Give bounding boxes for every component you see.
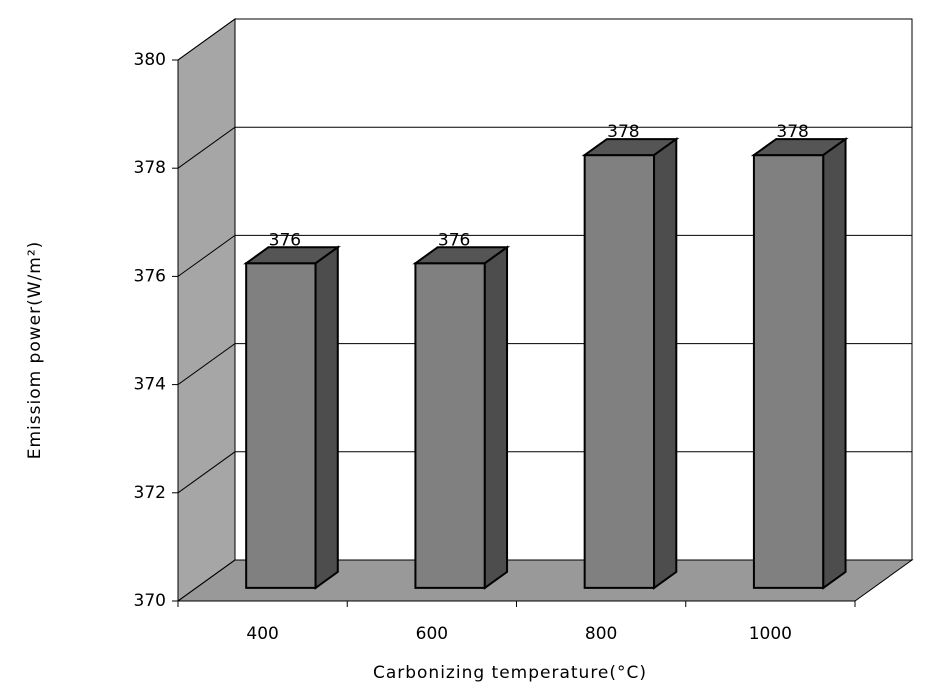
x-tick-label: 400 (246, 624, 278, 644)
bar-front (752, 154, 825, 589)
bar (581, 137, 680, 590)
x-axis-label: Carbonizing temperature(°C) (373, 663, 647, 683)
grid-line (177, 451, 912, 494)
grid-line (177, 18, 912, 61)
x-tick-label: 1000 (749, 624, 792, 644)
x-tick-label: 600 (416, 624, 448, 644)
bar-front (583, 154, 656, 589)
grid-line (177, 126, 912, 169)
bar-front (414, 262, 486, 589)
bar-side (314, 245, 339, 590)
value-label: 378 (607, 122, 639, 142)
y-axis-label: Emissiom power(W/m²) (25, 241, 45, 460)
grid-line (177, 234, 912, 277)
grid-line (177, 343, 912, 386)
value-label: 378 (776, 122, 808, 142)
value-label: 376 (438, 230, 470, 250)
bar (750, 137, 849, 590)
y-tick-label: 378 (134, 158, 166, 178)
y-tick-label: 372 (134, 483, 166, 503)
y-tick-label: 376 (134, 266, 166, 286)
y-tick-label: 380 (134, 50, 166, 70)
y-tick-label: 370 (134, 591, 166, 611)
y-tick-label: 374 (134, 375, 166, 395)
bar (243, 245, 341, 590)
bar (412, 245, 511, 590)
bar-side (653, 137, 678, 590)
bar-side (483, 245, 509, 590)
x-tick-label: 800 (585, 624, 617, 644)
grid-line (177, 559, 912, 602)
value-label: 376 (269, 230, 301, 250)
left-wall (177, 18, 236, 602)
bar-front (245, 262, 317, 589)
bar-side (822, 137, 847, 590)
